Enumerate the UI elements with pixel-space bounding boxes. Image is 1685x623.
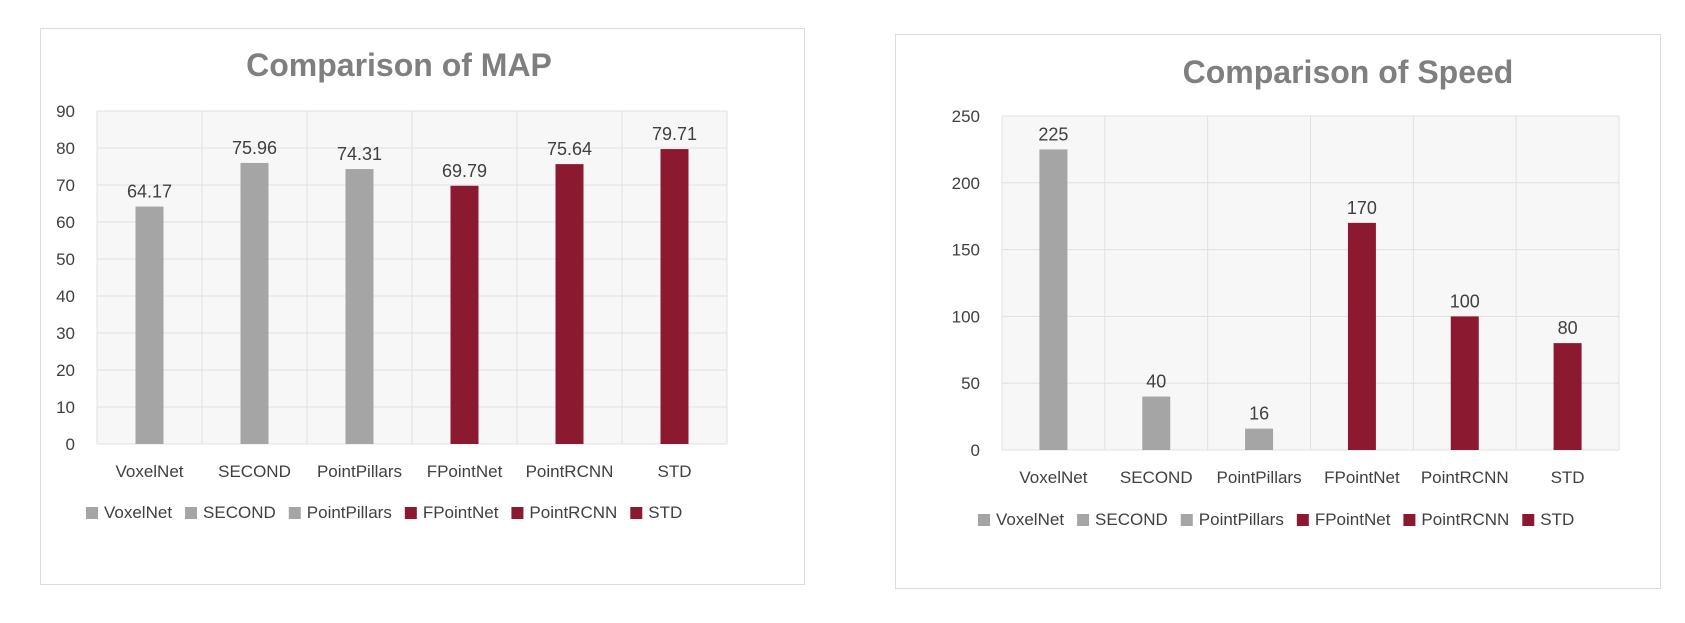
y-tick-label: 250 bbox=[952, 107, 980, 126]
y-tick-label: 100 bbox=[952, 307, 980, 326]
data-label: 64.17 bbox=[127, 182, 172, 202]
legend-label: PointRCNN bbox=[1421, 510, 1509, 529]
legend-label: FPointNet bbox=[1315, 510, 1391, 529]
speed-chart: Comparison of Speed 0 50 100 150 200 250 225 Vox… bbox=[952, 54, 1620, 529]
legend-swatch bbox=[86, 507, 98, 519]
legend-swatch bbox=[978, 514, 990, 526]
y-tick-label: 10 bbox=[56, 398, 75, 417]
y-tick-label: 150 bbox=[952, 241, 980, 260]
legend-swatch bbox=[288, 507, 301, 519]
x-tick-label: VoxelNet bbox=[115, 462, 183, 481]
legend-label: FPointNet bbox=[423, 503, 499, 522]
legend-label: STD bbox=[648, 503, 682, 522]
legend-swatch bbox=[1522, 514, 1535, 526]
legend-swatch bbox=[404, 507, 417, 519]
bar-pointpillars bbox=[1245, 428, 1274, 450]
data-label: 79.71 bbox=[652, 124, 697, 144]
x-tick-label: STD bbox=[658, 462, 692, 481]
data-label: 40 bbox=[1146, 372, 1166, 392]
bar-voxelnet bbox=[135, 206, 164, 444]
data-label: 69.79 bbox=[442, 161, 487, 181]
speed-chart-panel: Comparison of Speed 0 50 100 150 200 250 225 Vox… bbox=[895, 34, 1661, 589]
y-tick-label: 60 bbox=[56, 213, 75, 232]
legend-label: PointPillars bbox=[1199, 510, 1284, 529]
data-label: 80 bbox=[1558, 318, 1578, 338]
y-tick-label: 50 bbox=[961, 374, 980, 393]
data-label: 74.31 bbox=[337, 144, 382, 164]
legend-label: PointRCNN bbox=[529, 503, 617, 522]
legend-swatch bbox=[1296, 514, 1309, 526]
data-label: 75.64 bbox=[547, 139, 592, 159]
y-tick-label: 70 bbox=[56, 176, 75, 195]
y-tick-label: 50 bbox=[56, 250, 75, 269]
x-tick-label: VoxelNet bbox=[1019, 468, 1087, 487]
chart-title: Comparison of Speed bbox=[1183, 54, 1514, 90]
legend-swatch bbox=[1077, 514, 1090, 526]
bar-std bbox=[1553, 343, 1582, 450]
bar-std bbox=[660, 149, 689, 444]
y-tick-label: 40 bbox=[56, 287, 75, 306]
bar-pointrcnn bbox=[555, 164, 584, 444]
legend-swatch bbox=[511, 507, 524, 519]
legend-label: VoxelNet bbox=[996, 510, 1064, 529]
bar-second bbox=[240, 162, 269, 444]
x-tick-label: PointRCNN bbox=[526, 462, 614, 481]
bar-second bbox=[1142, 396, 1171, 450]
legend-swatch bbox=[630, 507, 643, 519]
y-tick-label: 200 bbox=[952, 174, 980, 193]
legend-label: STD bbox=[1540, 510, 1574, 529]
data-label: 100 bbox=[1450, 291, 1480, 311]
data-label: 16 bbox=[1249, 404, 1269, 424]
chart-title: Comparison of MAP bbox=[246, 47, 552, 83]
x-tick-label: SECOND bbox=[1120, 468, 1193, 487]
map-chart: Comparison of MAP 0 10 20 30 40 50 60 70 80 90 64.1… bbox=[56, 47, 728, 522]
x-tick-label: PointPillars bbox=[1217, 468, 1302, 487]
legend-swatch bbox=[185, 507, 198, 519]
y-tick-label: 30 bbox=[56, 324, 75, 343]
y-tick-label: 90 bbox=[56, 102, 75, 121]
x-tick-label: PointRCNN bbox=[1421, 468, 1509, 487]
y-tick-label: 80 bbox=[56, 139, 75, 158]
y-tick-label: 0 bbox=[66, 435, 75, 454]
legend-swatch bbox=[1403, 514, 1416, 526]
legend-label: SECOND bbox=[1095, 510, 1168, 529]
bar-fpointnet bbox=[1347, 222, 1376, 450]
legend-swatch bbox=[1180, 514, 1193, 526]
x-tick-label: FPointNet bbox=[427, 462, 503, 481]
map-chart-panel: Comparison of MAP 0 10 20 30 40 50 60 70 80 90 64.1… bbox=[40, 28, 805, 585]
bar-pointpillars bbox=[345, 169, 374, 445]
data-label: 170 bbox=[1347, 198, 1377, 218]
x-tick-label: PointPillars bbox=[317, 462, 402, 481]
legend-label: VoxelNet bbox=[104, 503, 172, 522]
bar-voxelnet bbox=[1039, 149, 1068, 450]
bar-fpointnet bbox=[450, 185, 479, 445]
data-label: 75.96 bbox=[232, 138, 277, 158]
x-tick-label: FPointNet bbox=[1324, 468, 1400, 487]
y-tick-label: 20 bbox=[56, 361, 75, 380]
x-tick-label: SECOND bbox=[218, 462, 291, 481]
legend-label: SECOND bbox=[203, 503, 276, 522]
x-tick-label: STD bbox=[1551, 468, 1585, 487]
legend-label: PointPillars bbox=[307, 503, 392, 522]
data-label: 225 bbox=[1038, 124, 1068, 144]
bar-pointrcnn bbox=[1450, 316, 1479, 450]
y-tick-label: 0 bbox=[971, 441, 980, 460]
